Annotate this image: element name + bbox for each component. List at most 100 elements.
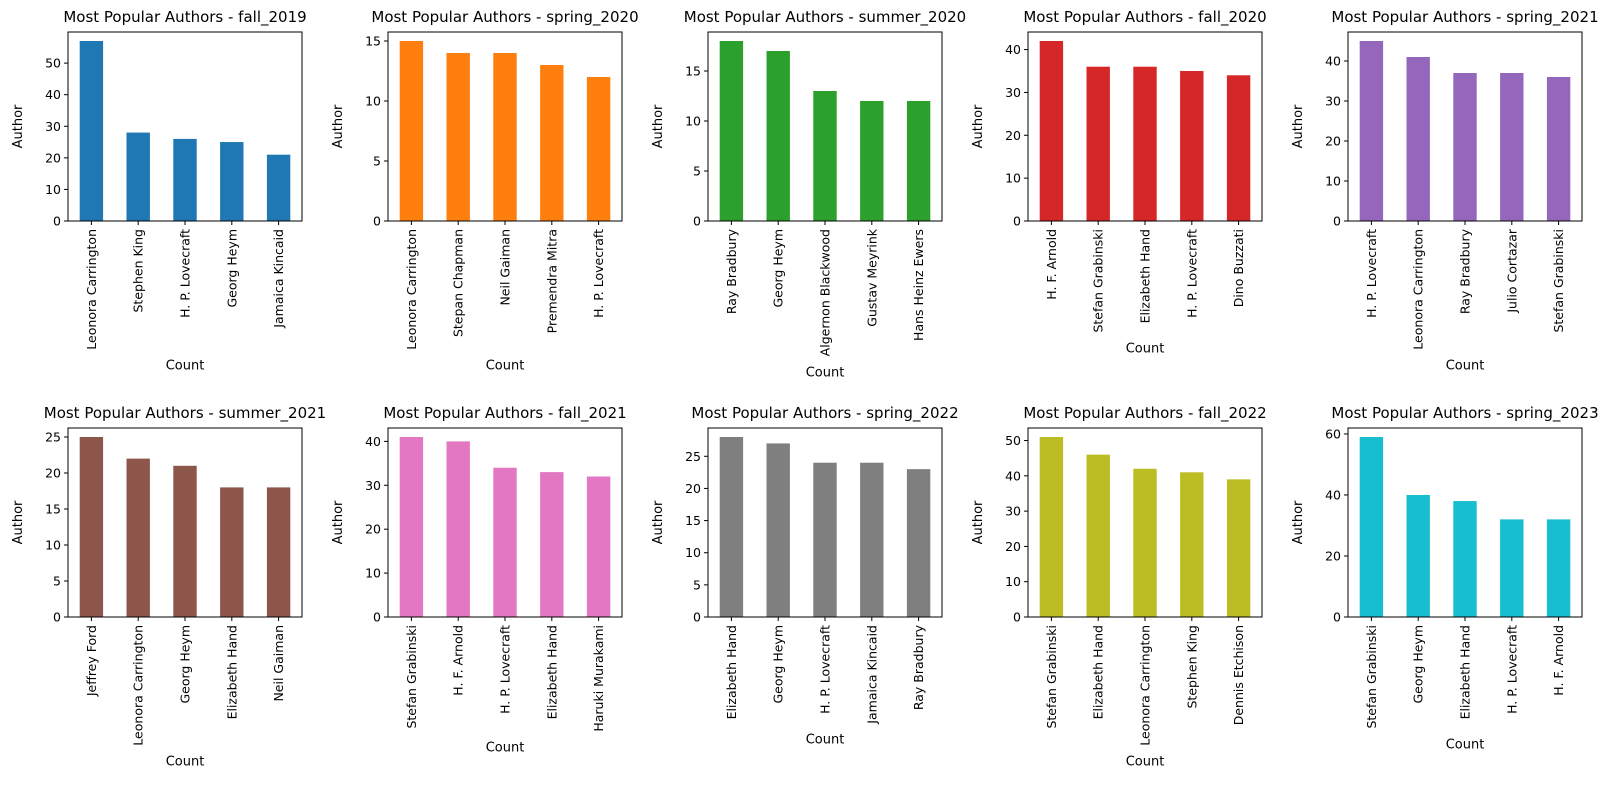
bar	[446, 441, 470, 617]
y-tick-label: 20	[1005, 539, 1021, 554]
bar	[1359, 41, 1384, 221]
x-tick-label: Gustav Meyrink	[864, 228, 879, 326]
x-tick-label: Hans Heinz Ewers	[911, 229, 926, 341]
x-tick-label: Leonora Carrington	[1411, 229, 1426, 350]
y-tick-label: 20	[45, 466, 61, 481]
y-axis-label: Author	[1291, 500, 1306, 544]
y-tick-label: 50	[1005, 433, 1021, 448]
chart-title: Most Popular Authors - spring_2020	[371, 8, 638, 27]
x-tick-label: Georg Heym	[1411, 625, 1426, 704]
x-tick-label: Stephen King	[1184, 625, 1199, 709]
chart-panel: Most Popular Authors - spring_2022 0 5 10 15…	[651, 404, 959, 748]
x-axis-label: Count	[1126, 755, 1165, 770]
x-tick-label: Ray Bradbury	[911, 624, 926, 710]
x-tick-label: Dino Buzzati	[1231, 229, 1246, 307]
chart-panel: Most Popular Authors - fall_2019 0 10 20 30 4…	[11, 8, 307, 374]
bar	[173, 138, 197, 221]
x-tick-label: Georg Heym	[178, 625, 193, 704]
y-tick-label: 40	[1005, 42, 1021, 57]
x-axis-label: Count	[486, 359, 525, 374]
bar	[1546, 77, 1571, 221]
x-tick-label: H. P. Lovecraft	[591, 229, 606, 318]
x-tick-label: Leonora Carrington	[404, 229, 419, 350]
y-axis-label: Author	[971, 104, 986, 148]
y-tick-label: 10	[685, 114, 701, 129]
x-tick-label: Stefan Grabinski	[1551, 229, 1566, 333]
x-tick-label: Elizabeth Hand	[224, 625, 239, 719]
bar	[1359, 437, 1384, 617]
y-tick-label: 25	[685, 449, 701, 464]
x-tick-label: Julio Cortazar	[1504, 228, 1519, 313]
x-tick-label: Dennis Etchison	[1231, 625, 1246, 725]
y-tick-label: 40	[45, 87, 61, 102]
chart-panel: Most Popular Authors - spring_2023 0 20 40 6…	[1291, 404, 1599, 753]
y-tick-label: 40	[365, 434, 381, 449]
bar	[1546, 519, 1571, 617]
x-tick-label: Leonora Carrington	[131, 625, 146, 746]
x-tick-label: Jamaica Kincaid	[271, 229, 286, 329]
bar	[860, 101, 884, 221]
chart-panel: Most Popular Authors - fall_2021 0 10 20 30 4…	[331, 404, 627, 756]
y-axis-label: Author	[331, 500, 346, 544]
x-axis-label: Count	[1446, 738, 1485, 753]
bar	[266, 154, 291, 221]
x-tick-label: Neil Gaiman	[271, 625, 286, 702]
y-tick-label: 20	[365, 522, 381, 537]
bar	[719, 437, 744, 617]
x-tick-label: H. P. Lovecraft	[1504, 625, 1519, 714]
y-tick-label: 5	[53, 574, 61, 589]
bar	[173, 465, 197, 617]
chart-title: Most Popular Authors - summer_2020	[684, 8, 966, 27]
y-tick-label: 0	[1013, 214, 1021, 229]
chart-panel: Most Popular Authors - summer_2020 0 5 10 15…	[651, 8, 966, 380]
y-tick-label: 20	[1325, 134, 1341, 149]
y-tick-label: 0	[53, 214, 61, 229]
y-tick-label: 0	[693, 214, 701, 229]
bar	[860, 462, 884, 617]
bar	[126, 458, 150, 617]
y-tick-label: 20	[685, 481, 701, 496]
y-axis-label: Author	[971, 500, 986, 544]
x-tick-label: H. F. Arnold	[1551, 625, 1566, 696]
bar	[1133, 468, 1157, 617]
y-tick-label: 0	[1013, 610, 1021, 625]
bar	[540, 472, 564, 617]
y-tick-label: 0	[373, 214, 381, 229]
x-tick-label: H. P. Lovecraft	[1184, 229, 1199, 318]
x-axis-label: Count	[1126, 342, 1165, 357]
x-tick-label: Stefan Grabinski	[1091, 229, 1106, 333]
x-axis-label: Count	[166, 755, 205, 770]
chart-title: Most Popular Authors - fall_2021	[383, 404, 626, 423]
x-tick-label: H. F. Arnold	[1044, 229, 1059, 300]
y-tick-label: 15	[365, 34, 381, 49]
x-tick-label: Stefan Grabinski	[1044, 625, 1059, 729]
bar	[493, 53, 517, 221]
y-tick-label: 0	[53, 610, 61, 625]
y-tick-label: 5	[693, 164, 701, 179]
x-tick-label: Premendra Mitra	[544, 229, 559, 333]
bar	[906, 101, 931, 221]
bar	[586, 476, 611, 617]
x-tick-label: Jamaica Kincaid	[864, 625, 879, 725]
y-tick-label: 10	[1325, 174, 1341, 189]
chart-title: Most Popular Authors - spring_2022	[691, 404, 958, 423]
bar	[1039, 437, 1064, 617]
x-tick-label: H. P. Lovecraft	[818, 625, 833, 714]
x-tick-label: Neil Gaiman	[498, 229, 513, 306]
chart-panel: Most Popular Authors - fall_2022 0 10 20 30 4…	[971, 404, 1267, 770]
bar	[126, 132, 150, 221]
chart-title: Most Popular Authors - spring_2021	[1331, 8, 1598, 27]
y-tick-label: 0	[1333, 214, 1341, 229]
x-tick-label: H. P. Lovecraft	[1364, 229, 1379, 318]
bar	[1086, 454, 1110, 617]
bar	[220, 487, 244, 617]
chart-title: Most Popular Authors - fall_2019	[63, 8, 306, 27]
y-axis-label: Author	[11, 104, 26, 148]
chart-title: Most Popular Authors - summer_2021	[44, 404, 326, 423]
bar	[1453, 73, 1477, 221]
bar	[1500, 519, 1524, 617]
x-tick-label: Elizabeth Hand	[544, 625, 559, 719]
y-axis-label: Author	[11, 500, 26, 544]
bar	[1039, 41, 1064, 221]
y-tick-label: 40	[1005, 468, 1021, 483]
